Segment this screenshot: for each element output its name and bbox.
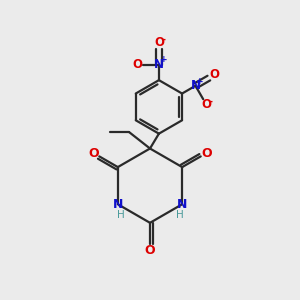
Text: -: - (161, 35, 165, 45)
Text: O: O (209, 68, 220, 81)
Text: H: H (117, 210, 124, 220)
Text: +: + (160, 56, 167, 64)
Text: +: + (196, 76, 204, 85)
Text: H: H (176, 210, 183, 220)
Text: N: N (154, 58, 164, 71)
Text: N: N (190, 79, 200, 92)
Text: O: O (154, 36, 164, 49)
Text: N: N (177, 198, 188, 211)
Text: O: O (132, 58, 142, 71)
Text: N: N (112, 198, 123, 211)
Text: O: O (202, 98, 212, 111)
Text: O: O (145, 244, 155, 257)
Text: -: - (208, 97, 213, 107)
Text: O: O (88, 147, 99, 160)
Text: O: O (201, 147, 212, 160)
